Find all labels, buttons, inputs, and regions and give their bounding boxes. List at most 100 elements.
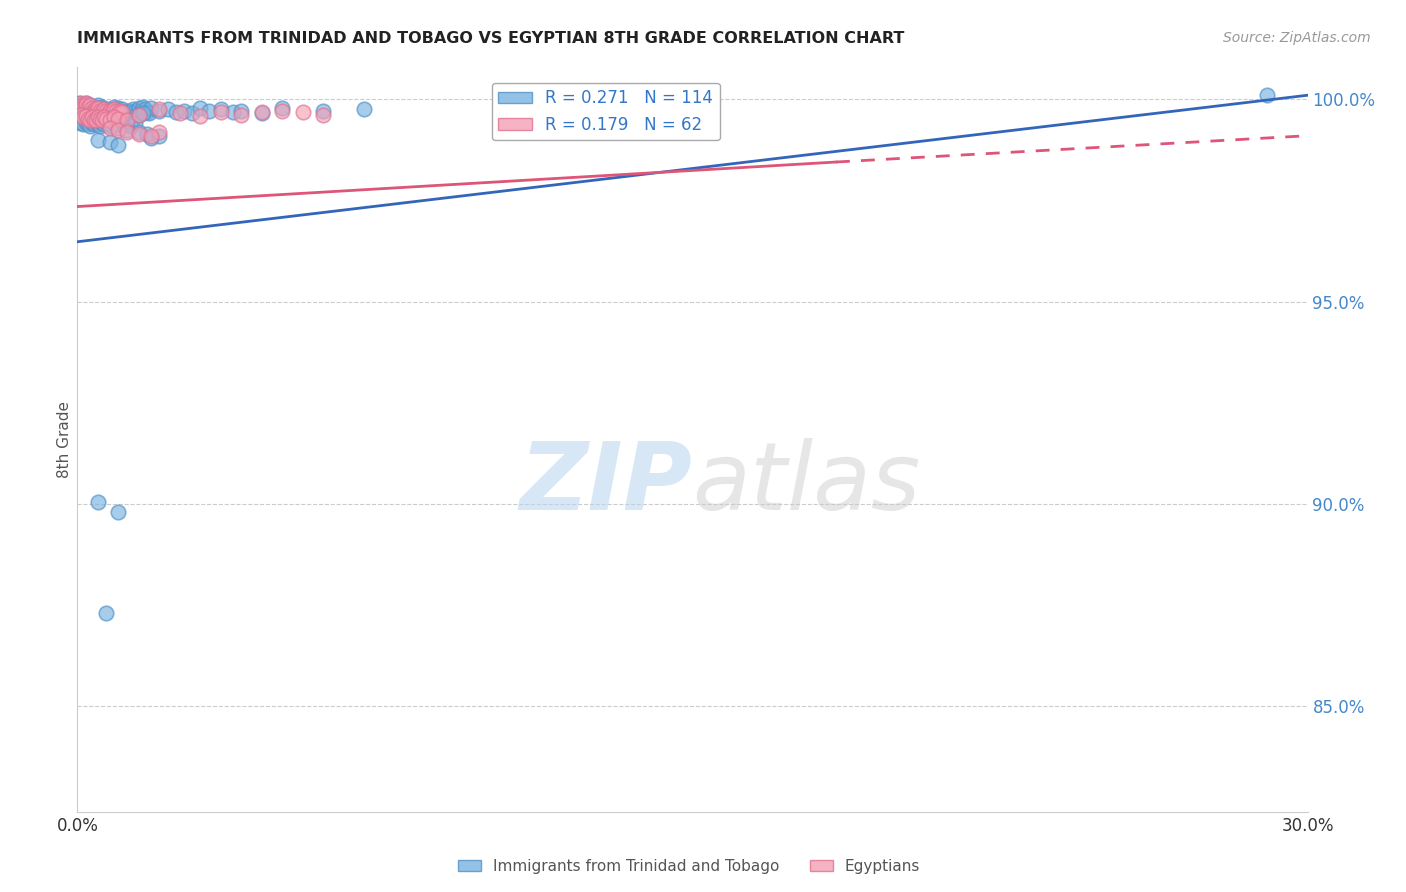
Point — [87, 133, 110, 147]
Point — [76, 117, 98, 131]
Point — [231, 108, 253, 122]
Point — [105, 104, 128, 119]
Point — [93, 111, 115, 125]
Point — [79, 98, 101, 112]
Point — [141, 130, 163, 145]
Point — [84, 114, 107, 128]
Point — [72, 111, 94, 125]
Point — [87, 111, 110, 125]
Point — [80, 101, 103, 115]
Point — [98, 108, 121, 122]
Point — [209, 103, 232, 117]
Point — [197, 104, 219, 119]
Point — [250, 105, 273, 120]
Point — [80, 111, 103, 125]
Point — [90, 105, 112, 120]
Point — [86, 106, 108, 120]
Point — [87, 98, 110, 112]
Point — [188, 109, 212, 123]
Point — [94, 112, 117, 126]
Point — [115, 117, 138, 131]
Point — [84, 103, 107, 117]
Point — [132, 106, 155, 120]
Point — [86, 106, 108, 120]
Point — [83, 105, 105, 120]
Point — [103, 116, 125, 130]
Point — [1256, 88, 1278, 103]
Point — [98, 120, 121, 135]
Point — [82, 103, 104, 118]
Point — [93, 117, 115, 131]
Point — [97, 106, 120, 120]
Point — [75, 114, 97, 128]
Point — [148, 128, 170, 143]
Point — [124, 116, 146, 130]
Point — [90, 113, 114, 128]
Point — [79, 103, 101, 117]
Point — [76, 112, 98, 126]
Point — [83, 117, 105, 131]
Point — [76, 112, 98, 126]
Point — [87, 101, 110, 115]
Legend: R = 0.271   N = 114, R = 0.179   N = 62: R = 0.271 N = 114, R = 0.179 N = 62 — [492, 83, 720, 140]
Point — [87, 495, 110, 509]
Point — [209, 105, 232, 120]
Point — [129, 103, 152, 118]
Point — [83, 103, 105, 117]
Point — [136, 127, 159, 141]
Point — [83, 100, 105, 114]
Point — [84, 113, 107, 128]
Point — [148, 125, 170, 139]
Point — [69, 96, 91, 111]
Point — [104, 103, 127, 118]
Point — [89, 119, 111, 133]
Point — [89, 112, 111, 126]
Point — [222, 105, 245, 120]
Point — [120, 105, 142, 120]
Point — [97, 117, 120, 131]
Point — [169, 106, 191, 120]
Point — [83, 104, 105, 119]
Point — [75, 109, 97, 123]
Point — [110, 104, 132, 119]
Point — [72, 117, 94, 131]
Point — [188, 101, 212, 115]
Point — [115, 122, 138, 136]
Point — [98, 103, 121, 118]
Point — [87, 101, 110, 115]
Point — [103, 100, 125, 114]
Point — [173, 103, 195, 118]
Point — [271, 101, 294, 115]
Point — [103, 103, 125, 117]
Point — [90, 113, 114, 128]
Point — [79, 119, 101, 133]
Point — [141, 101, 163, 115]
Point — [79, 113, 101, 128]
Point — [84, 104, 107, 119]
Point — [94, 104, 117, 119]
Point — [73, 108, 96, 122]
Point — [87, 111, 110, 125]
Point — [76, 100, 98, 114]
Point — [75, 96, 97, 111]
Point — [70, 116, 93, 130]
Point — [117, 103, 139, 118]
Point — [70, 103, 93, 117]
Point — [72, 111, 94, 125]
Point — [353, 103, 375, 117]
Point — [312, 104, 335, 119]
Point — [90, 116, 114, 130]
Point — [107, 122, 129, 136]
Point — [107, 137, 129, 152]
Point — [98, 119, 121, 133]
Point — [115, 113, 138, 128]
Point — [121, 103, 143, 117]
Point — [80, 106, 103, 120]
Point — [82, 108, 104, 122]
Point — [181, 106, 204, 120]
Point — [80, 116, 103, 130]
Legend: Immigrants from Trinidad and Tobago, Egyptians: Immigrants from Trinidad and Tobago, Egy… — [451, 853, 927, 880]
Point — [72, 100, 94, 114]
Point — [98, 135, 121, 149]
Point — [76, 104, 98, 119]
